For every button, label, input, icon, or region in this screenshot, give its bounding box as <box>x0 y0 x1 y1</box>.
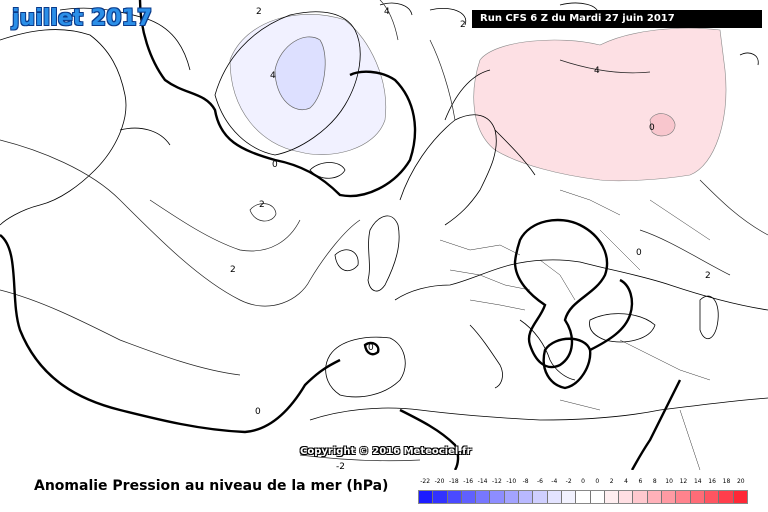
legend-swatch <box>476 491 491 503</box>
contour-label: 4 <box>384 7 390 17</box>
legend-swatch <box>576 491 591 503</box>
positive-anomaly-area <box>473 27 727 182</box>
legend-swatch <box>447 491 462 503</box>
legend-color-bar <box>418 490 748 504</box>
legend-swatch <box>461 491 477 503</box>
contour-label: 0 <box>272 160 278 170</box>
legend-swatch <box>590 491 605 503</box>
contour-label: 2 <box>256 7 262 17</box>
legend-tick-label: 0 <box>581 478 585 485</box>
legend-tick-label: -10 <box>506 478 517 485</box>
contour-label: 0 <box>636 248 642 258</box>
thin-contours <box>0 0 768 462</box>
legend-tick-label: -20 <box>434 478 445 485</box>
negative-anomaly-core <box>274 36 326 110</box>
contour-label: 0 <box>368 343 374 353</box>
legend-tick-label: 16 <box>708 478 716 485</box>
contour-label: 4 <box>270 71 276 81</box>
legend-swatch <box>533 491 548 503</box>
legend-tick-label: 12 <box>679 478 688 485</box>
legend-swatch <box>676 491 691 503</box>
legend-tick-label: -8 <box>522 478 529 485</box>
legend-swatch <box>662 491 677 503</box>
country-borders <box>439 189 711 470</box>
month-title: juillet 2017 <box>12 6 153 31</box>
contour-label: 4 <box>594 66 600 76</box>
map-caption: Anomalie Pression au niveau de la mer (h… <box>34 478 389 494</box>
legend-swatch <box>419 491 434 503</box>
color-scale-legend: -22 -20 -18 -16 -14 -12 -10 -8 -6 -4 -2 0 0 2 4 6 8 10 12 1… <box>418 478 748 506</box>
legend-swatch <box>719 491 734 503</box>
legend-tick-label: 14 <box>693 478 702 485</box>
legend-swatch <box>690 491 705 503</box>
legend-swatch <box>433 491 448 503</box>
legend-swatch <box>647 491 663 503</box>
legend-tick-label: 2 <box>609 478 614 485</box>
legend-swatch <box>619 491 634 503</box>
copyright-notice: Copyright © 2016 Meteociel.fr <box>300 446 472 457</box>
legend-tick-label: 8 <box>652 478 657 485</box>
contour-label: 2 <box>259 200 265 210</box>
legend-tick-label: 0 <box>595 478 600 485</box>
legend-swatch <box>519 491 534 503</box>
legend-tick-labels: -22 -20 -18 -16 -14 -12 -10 -8 -6 -4 -2 0 0 2 4 6 8 10 12 1… <box>418 478 748 488</box>
legend-tick-label: -22 <box>420 478 431 485</box>
legend-tick-label: 20 <box>736 478 745 485</box>
legend-tick-label: -16 <box>463 478 474 485</box>
positive-anomaly-core <box>649 113 676 137</box>
legend-tick-label: -6 <box>536 478 543 485</box>
contour-label: 2 <box>460 20 466 30</box>
legend-tick-label: -18 <box>448 478 459 485</box>
legend-tick-label: -12 <box>492 478 502 485</box>
legend-swatch <box>547 491 562 503</box>
legend-swatch <box>504 491 520 503</box>
legend-swatch <box>704 491 720 503</box>
legend-tick-label: 18 <box>722 478 731 485</box>
contour-label: 2 <box>230 265 236 275</box>
legend-swatch <box>733 491 747 503</box>
run-banner: Run CFS 6 Z du Mardi 27 juin 2017 <box>472 10 762 28</box>
contour-label: 2 <box>705 271 711 281</box>
contour-label: 0 <box>649 123 655 133</box>
zero-contours <box>0 0 682 470</box>
legend-tick-label: 6 <box>638 478 643 485</box>
contour-labels: 2 4 0 2 2 0 0 4 0 0 2 -2 4 2 <box>230 7 711 470</box>
legend-tick-label: 4 <box>624 478 628 485</box>
contour-label: -2 <box>336 462 345 470</box>
legend-swatch <box>490 491 505 503</box>
coastlines <box>0 2 768 421</box>
legend-tick-label: -14 <box>477 478 488 485</box>
legend-tick-label: -2 <box>565 478 572 485</box>
legend-tick-label: 10 <box>665 478 673 485</box>
pressure-anomaly-map: 2 4 0 2 2 0 0 4 0 0 2 -2 4 2 <box>0 0 768 470</box>
legend-tick-label: -4 <box>551 478 558 485</box>
legend-swatch <box>633 491 648 503</box>
legend-swatch <box>604 491 620 503</box>
legend-swatch <box>561 491 577 503</box>
contour-label: 0 <box>255 407 261 417</box>
